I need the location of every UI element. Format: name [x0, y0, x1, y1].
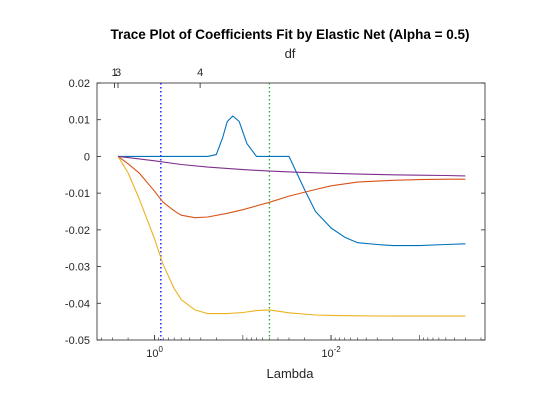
y-tick-label: -0.02: [65, 225, 90, 237]
y-tick-label: 0: [84, 151, 90, 163]
series-line-2: [117, 155, 466, 219]
top-axis-label: df: [285, 46, 296, 61]
series-line-1: [118, 115, 466, 247]
x-tick-label: 100: [146, 345, 163, 360]
y-tick-label: -0.04: [65, 298, 90, 310]
series-line-3: [117, 156, 466, 317]
x-axis-label: Lambda: [267, 366, 315, 381]
y-tick-label: -0.01: [65, 188, 90, 200]
x-tick-label: 10-2: [321, 345, 341, 360]
y-tick-label: 0.02: [69, 78, 90, 90]
plot-area: 0.02 0.01 0 -0.01 -0.02 -0.03 -0.04 -0.05 100 10-…: [65, 67, 486, 360]
top-tick-label: 4: [197, 67, 203, 79]
series-line-4: [117, 155, 466, 177]
top-tick-label: 1: [111, 67, 117, 79]
y-tick-label: -0.05: [65, 335, 90, 347]
top-tick-label: 3: [115, 67, 121, 79]
chart-title: Trace Plot of Coefficients Fit by Elasti…: [111, 27, 470, 42]
y-tick-label: -0.03: [65, 262, 90, 274]
axes-box: [96, 82, 486, 341]
y-tick-label: 0.01: [69, 115, 90, 127]
